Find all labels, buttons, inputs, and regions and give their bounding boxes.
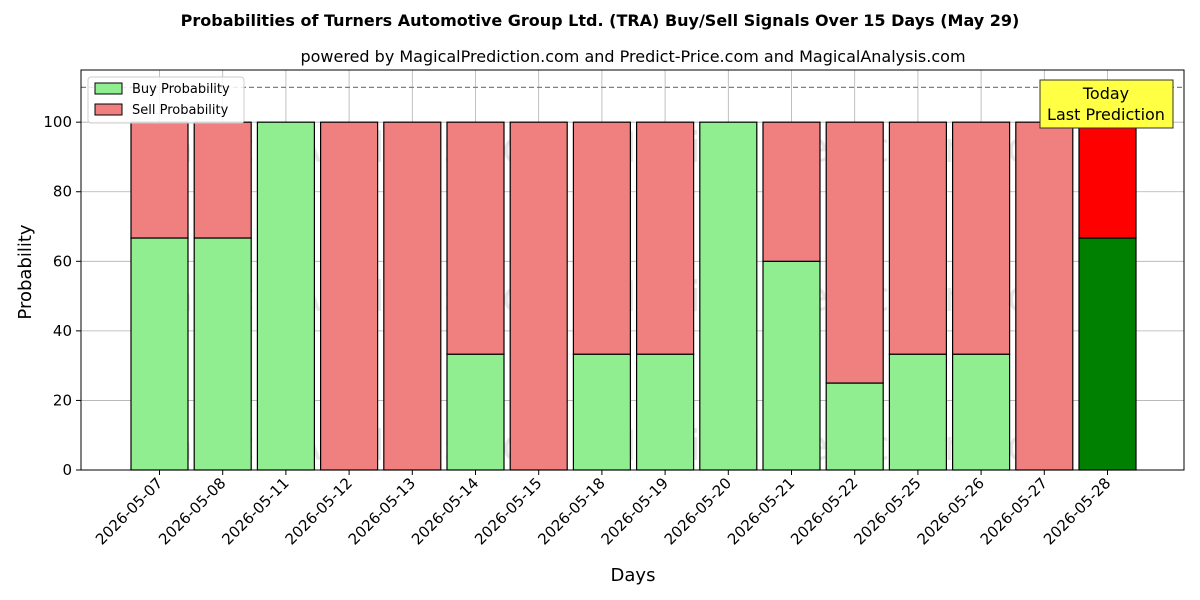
sell-bar — [193, 121, 252, 239]
buy-bar — [1078, 237, 1137, 471]
x-axis-label: Days — [611, 565, 656, 586]
sell-bar — [509, 121, 568, 471]
buy-bar — [825, 382, 884, 471]
sell-bar — [130, 121, 189, 239]
x-tick-label: 2026-05-20 — [661, 474, 735, 548]
legend-swatch — [94, 82, 123, 95]
sell-bar — [1015, 121, 1074, 471]
x-tick-label: 2026-05-07 — [92, 474, 166, 548]
x-tick-label: 2026-05-08 — [155, 474, 229, 548]
legend-swatch — [94, 103, 123, 116]
y-tick-label: 60 — [53, 252, 72, 270]
x-tick-label: 2026-05-21 — [724, 474, 798, 548]
legend-label: Buy Probability — [132, 82, 230, 97]
annotation-text: Last Prediction — [1047, 105, 1165, 124]
x-tick-label: 2026-05-12 — [282, 474, 356, 548]
y-tick-label: 80 — [53, 183, 72, 201]
bar-layer — [130, 121, 1137, 471]
today-annotation: Today Last Prediction — [1039, 79, 1174, 129]
y-axis-label: Probability — [15, 224, 36, 319]
legend-label: Sell Probability — [132, 103, 229, 118]
x-tick-label: 2026-05-13 — [345, 474, 419, 548]
sell-bar — [1078, 121, 1137, 239]
sell-bar — [320, 121, 379, 471]
sell-bar — [635, 121, 695, 355]
buy-bar — [888, 353, 948, 471]
y-tick-label: 0 — [62, 461, 72, 479]
plot-frame — [80, 69, 1185, 471]
y-tick-label: 100 — [43, 113, 72, 131]
y-tick-label: 20 — [53, 391, 72, 409]
x-tick-label: 2026-05-19 — [598, 474, 672, 548]
legend-box — [87, 76, 245, 124]
x-tick-label: 2026-05-26 — [914, 474, 988, 548]
buy-bar — [951, 353, 1011, 471]
sell-bar — [951, 121, 1011, 355]
buy-bar — [635, 353, 695, 471]
buy-bar — [572, 353, 632, 471]
x-tick-label: 2026-05-15 — [471, 474, 545, 548]
chart-title: Probabilities of Turners Automotive Grou… — [181, 11, 1020, 30]
annotation-text: Today — [1082, 84, 1129, 103]
y-tick-label: 40 — [53, 322, 72, 340]
buy-bar — [446, 353, 505, 471]
x-tick-label: 2026-05-28 — [1040, 474, 1114, 548]
x-tick-label: 2026-05-27 — [977, 474, 1051, 548]
sell-bar — [888, 121, 948, 355]
buy-bar — [130, 237, 189, 471]
buy-bar — [699, 121, 758, 471]
x-tick-label: 2026-05-11 — [218, 474, 292, 548]
sell-bar — [446, 121, 505, 355]
x-tick-label: 2026-05-22 — [787, 474, 861, 548]
chart-subtitle: powered by MagicalPrediction.com and Pre… — [300, 47, 965, 66]
annotation-box — [1039, 79, 1174, 129]
sell-bar — [825, 121, 884, 384]
sell-bar — [762, 121, 821, 262]
buy-bar — [193, 237, 252, 471]
x-tick-label: 2026-05-25 — [850, 474, 924, 548]
legend: Buy Probability Sell Probability — [87, 76, 245, 124]
x-tick-label: 2026-05-14 — [408, 474, 482, 548]
buy-bar — [256, 121, 315, 471]
sell-bar — [383, 121, 442, 471]
x-tick-label: 2026-05-18 — [534, 474, 608, 548]
buy-bar — [762, 260, 821, 471]
sell-bar — [572, 121, 632, 355]
